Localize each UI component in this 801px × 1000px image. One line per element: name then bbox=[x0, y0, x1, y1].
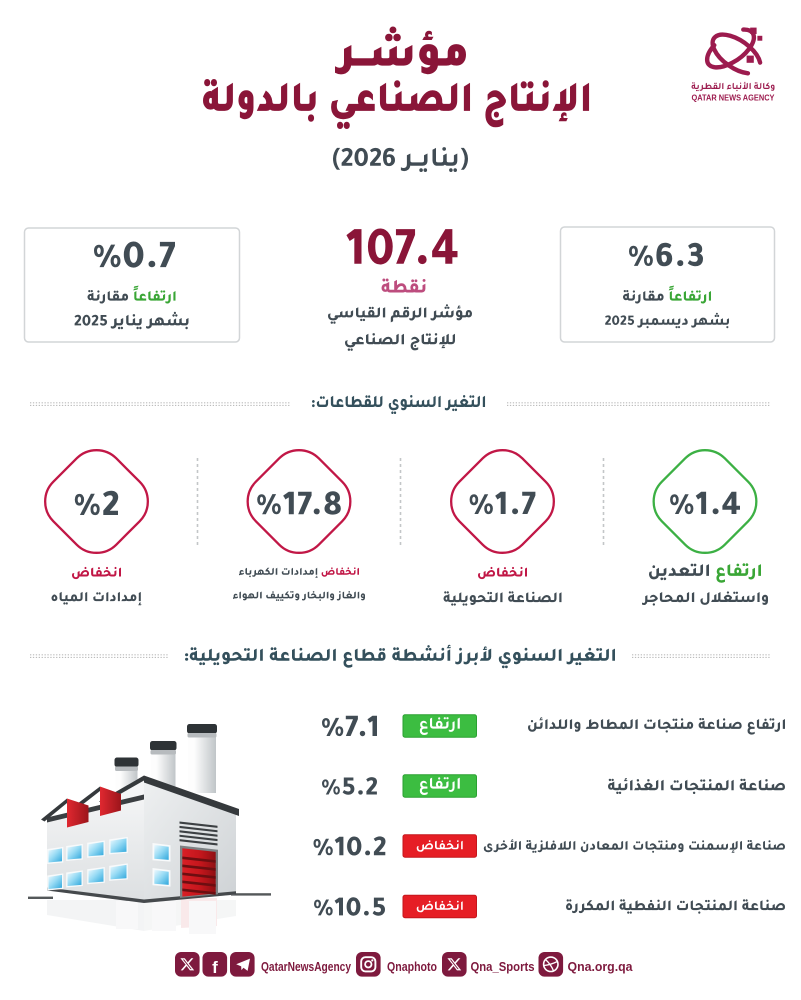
svg-text:QATAR NEWS AGENCY: QATAR NEWS AGENCY bbox=[692, 93, 775, 103]
svg-text:Qnaphoto: Qnaphoto bbox=[387, 959, 437, 974]
svg-text:f: f bbox=[212, 958, 218, 977]
svg-text:QatarNewsAgency: QatarNewsAgency bbox=[261, 959, 352, 974]
svg-text:Qna_Sports: Qna_Sports bbox=[471, 959, 535, 974]
svg-text:Qna.org.qa: Qna.org.qa bbox=[568, 959, 634, 974]
